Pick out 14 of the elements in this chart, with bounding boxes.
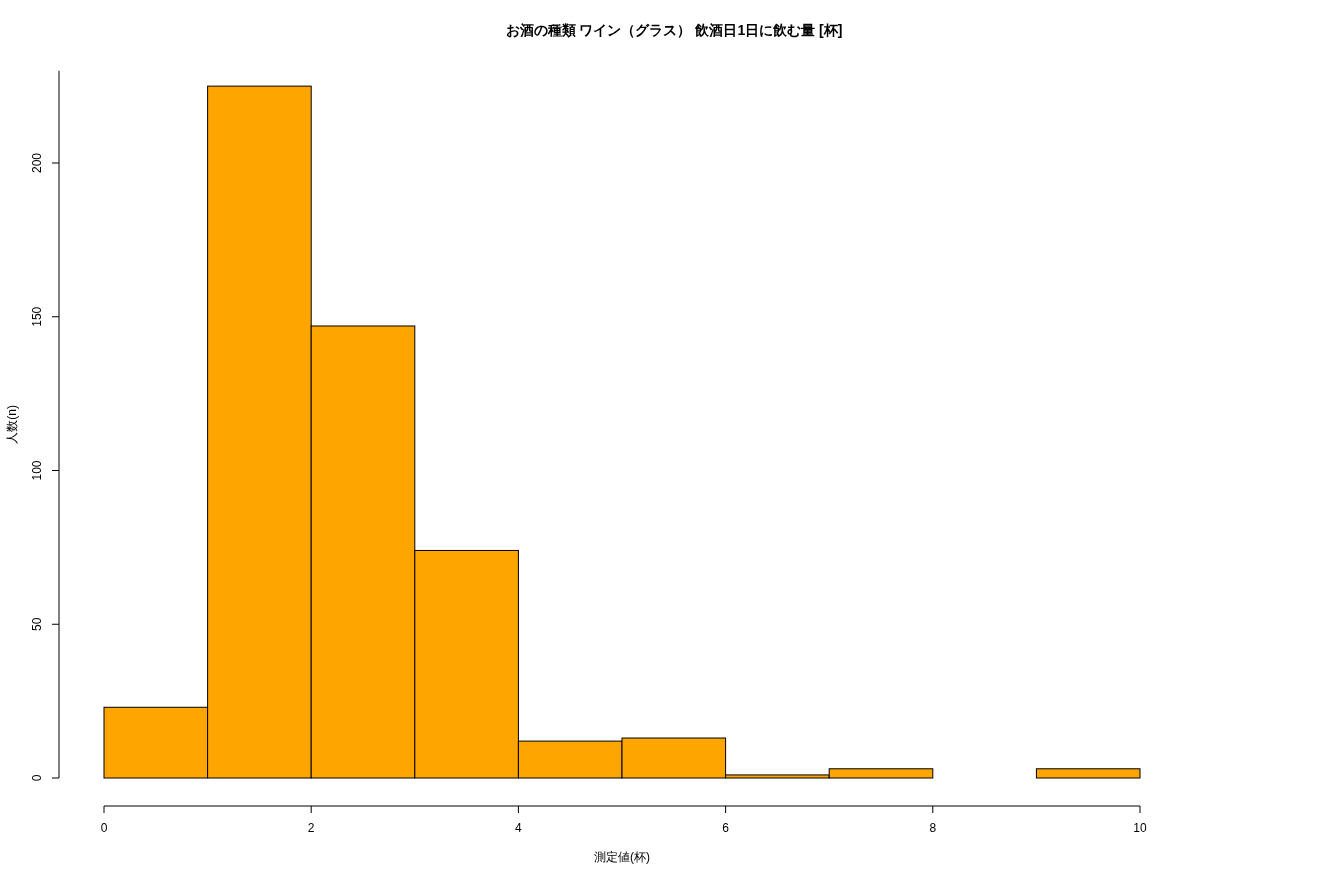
x-tick-label: 10 <box>1133 821 1147 835</box>
y-tick-label: 200 <box>30 152 44 174</box>
y-tick-label: 150 <box>30 306 44 327</box>
y-tick-label: 50 <box>30 617 44 631</box>
y-tick-label: 100 <box>30 460 44 481</box>
y-axis-title: 人数(n) <box>5 405 19 444</box>
y-tick-label: 0 <box>30 774 44 782</box>
x-tick-label: 8 <box>929 821 937 835</box>
x-tick-label: 0 <box>100 821 108 835</box>
x-tick-label: 2 <box>307 821 315 835</box>
x-axis-title: 測定値(杯) <box>594 850 650 864</box>
x-tick-label: 6 <box>722 821 730 835</box>
x-tick-label: 4 <box>515 821 523 835</box>
chart-title: お酒の種類 ワイン（グラス） 飲酒日1日に飲む量 [杯] <box>505 22 843 38</box>
